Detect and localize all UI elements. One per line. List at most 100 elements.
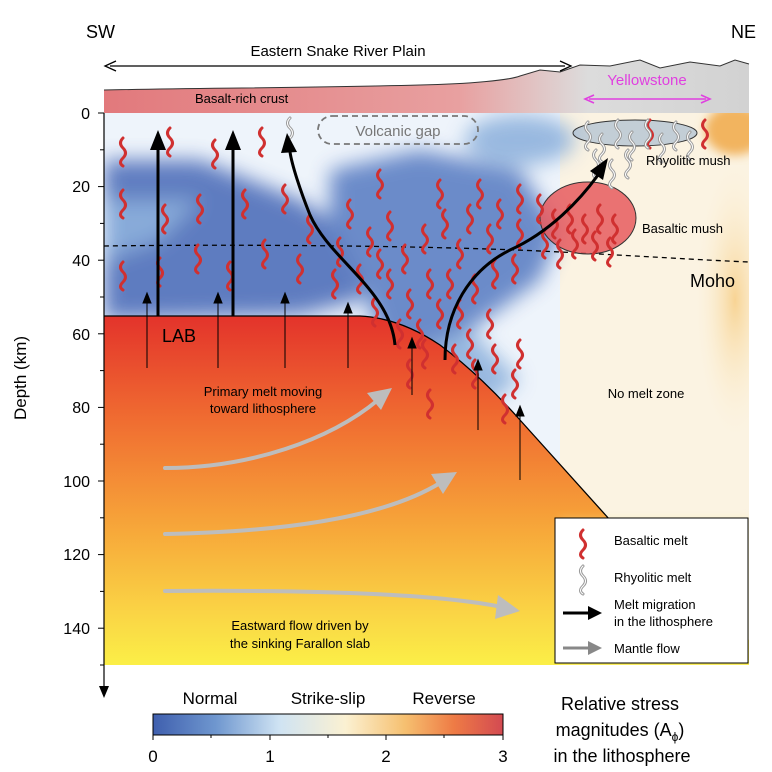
rhyolitic-melt-squiggle-core — [585, 121, 591, 151]
tick-label: 40 — [72, 253, 90, 270]
basaltic-melt-squiggle — [376, 248, 384, 280]
colorbar-tick-label: 1 — [265, 747, 274, 766]
basaltic-melt-squiggle — [611, 213, 619, 245]
topography-line — [103, 59, 750, 91]
upwelling-arrow-head — [515, 404, 525, 417]
rhyolitic-melt-squiggle-core — [609, 159, 615, 189]
mantle-flow-arrow — [163, 588, 504, 609]
legend: Basaltic melt Rhyolitic melt Melt migrat… — [554, 517, 749, 664]
depth-axis-ticks — [98, 112, 104, 666]
volcanic-gap-outline — [317, 115, 479, 145]
legend-basaltic: Basaltic melt — [614, 533, 688, 548]
legend-migration-1: Melt migration — [614, 597, 696, 612]
basaltic-melt-squiggle — [591, 230, 599, 262]
basaltic-melt-squiggle — [396, 318, 404, 350]
upwelling-arrow-head — [213, 291, 223, 304]
upwelling-arrow-head — [343, 301, 353, 314]
basaltic-melt-squiggle — [511, 253, 519, 285]
colorbar-tick-label: 3 — [498, 747, 507, 766]
label-moho: Moho — [690, 271, 735, 291]
rhyolitic-melt-squiggle-core — [599, 133, 605, 163]
rhyolitic-melt-squiggle-core — [625, 149, 631, 179]
basaltic-melt-squiggle — [491, 258, 499, 290]
basaltic-melt-squiggle — [426, 268, 434, 300]
basaltic-melt-squiggle — [516, 218, 524, 250]
basaltic-melt-squiggle — [456, 238, 464, 270]
basaltic-melt-squiggle — [491, 343, 499, 375]
basaltic-melt-squiggle — [446, 268, 454, 300]
region-label-plain: Eastern Snake River Plain — [250, 43, 425, 60]
label-eastward-1: Eastward flow driven by — [231, 618, 369, 633]
legend-migration-2: in the lithosphere — [614, 614, 713, 629]
basaltic-melt-squiggle — [241, 188, 249, 220]
yellowstone-right-head — [700, 94, 712, 104]
basaltic-melt-squiggle — [436, 298, 444, 330]
rhyolitic-melt-squiggle-core — [615, 119, 621, 149]
basaltic-melt-squiggle — [536, 193, 544, 225]
mantle-flow-arrow-head — [431, 472, 457, 494]
basaltic-melt-squiggle — [336, 236, 344, 268]
colorbar-title-1: Relative stress — [561, 694, 679, 714]
plain-extent-left-head — [103, 60, 117, 72]
basaltic-melt-squiggle — [196, 193, 204, 225]
legend-mantle: Mantle flow — [614, 641, 680, 656]
basaltic-melt-squiggle — [376, 168, 384, 200]
label-volcanic-gap: Volcanic gap — [355, 123, 440, 140]
basaltic-melt-squiggle — [166, 126, 174, 158]
basaltic-melt-squiggle — [476, 178, 484, 210]
label-primary-melt-2: toward lithosphere — [210, 401, 316, 416]
basaltic-melt-squiggle — [701, 118, 709, 150]
rhyolitic-melt-squiggle-core — [687, 131, 693, 161]
colorbar-title-3: in the lithosphere — [553, 746, 690, 766]
mantle-flow-arrow-head — [495, 595, 520, 619]
upwelling-arrow-head — [142, 291, 152, 304]
label-crust: Basalt-rich crust — [195, 91, 289, 106]
legend-rhyolitic: Rhyolitic melt — [614, 570, 692, 585]
basaltic-melt-squiggle — [606, 236, 614, 268]
migration-legend-head — [588, 606, 602, 620]
basaltic-melt-squiggle — [119, 260, 127, 292]
legend-box — [554, 517, 749, 664]
basaltic-melt-squiggle — [401, 243, 409, 275]
rhyolitic-melt-squiggle-core — [645, 119, 651, 149]
colorbar-title-close: ) — [678, 720, 684, 740]
basaltic-melt-squiggle — [258, 126, 266, 158]
direction-sw: SW — [86, 22, 115, 42]
mantle-flow-arrow — [163, 398, 380, 470]
label-rhyolitic-mush: Rhyolitic mush — [646, 153, 731, 168]
basaltic-melt-icon — [579, 528, 587, 560]
label-basaltic-mush: Basaltic mush — [642, 221, 723, 236]
mantle-flow-arrow-head — [367, 388, 392, 410]
colorbar-title-2: magnitudes (Aϕ) — [556, 720, 685, 744]
tick-label: 60 — [72, 327, 90, 344]
basaltic-melt-squiggle — [306, 213, 314, 245]
basaltic-melt-squiggle — [441, 208, 449, 240]
mantle-flow-arrow — [163, 481, 442, 536]
colorbar-tick-label: 2 — [381, 747, 390, 766]
region-label-yellowstone: Yellowstone — [607, 72, 687, 89]
basaltic-melt-squiggle — [571, 228, 579, 260]
tick-label: 80 — [72, 400, 90, 417]
basaltic-melt-squiggle — [486, 223, 494, 255]
basaltic-melt-squiggle — [261, 238, 269, 270]
melt-migration-arrows — [150, 130, 608, 361]
basaltic-melt-squiggle — [466, 203, 474, 235]
basaltic-melt-squiggle — [426, 388, 434, 420]
regime-normal: Normal — [183, 689, 238, 708]
basaltic-melt-squiggle — [451, 343, 459, 375]
depth-axis-label: Depth (km) — [11, 336, 30, 420]
mantle-legend-head — [588, 641, 602, 655]
mantle-flow-arrows — [163, 388, 520, 619]
migration-arrow — [288, 151, 397, 346]
rhyolitic-melt-squiggle-core — [659, 133, 665, 163]
basaltic-melt-squiggle — [161, 203, 169, 235]
basaltic-melt-squiggle — [646, 118, 654, 150]
label-eastward-2: the sinking Farallon slab — [230, 636, 370, 651]
colorbar-title-subscript: ϕ — [672, 730, 679, 744]
basaltic-melt-squiggle — [346, 198, 354, 230]
basaltic-melt-squiggle — [194, 243, 202, 275]
colorbar-tick-label: 0 — [148, 747, 157, 766]
migration-arrow-head — [150, 130, 166, 150]
rhyolitic-melt-squiggle-core — [673, 121, 679, 151]
